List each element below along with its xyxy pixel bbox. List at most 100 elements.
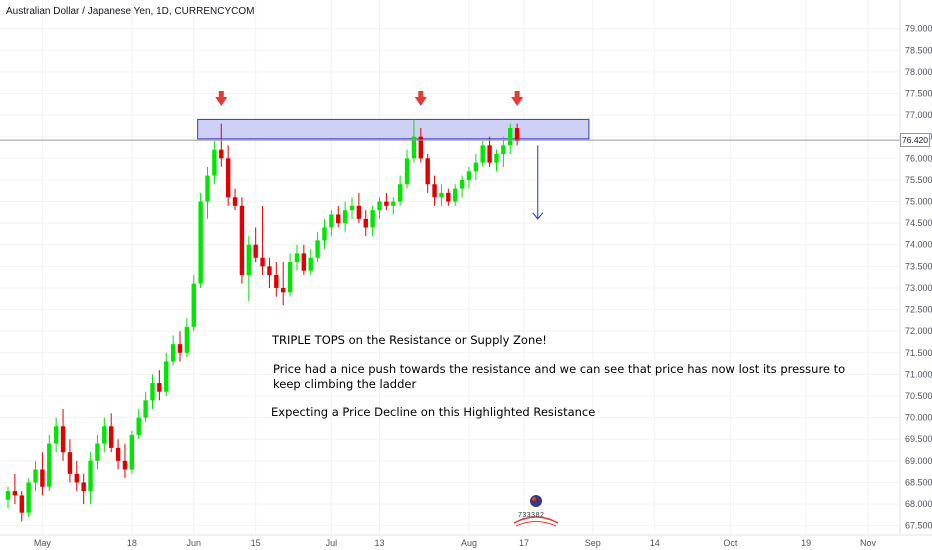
- candle-body: [40, 469, 45, 487]
- candle: [184, 318, 190, 358]
- candle-body: [239, 205, 245, 275]
- candle-body: [74, 473, 79, 483]
- candle: [425, 153, 430, 193]
- marker-head: [215, 97, 228, 106]
- time-tick-label: Jul: [326, 538, 338, 548]
- grid: [0, 0, 900, 535]
- candle-body: [115, 447, 121, 461]
- candle: [480, 141, 485, 167]
- price-tick-label: 68.500: [905, 477, 932, 487]
- candle-body: [184, 326, 190, 353]
- last-price-label: 76.420: [900, 133, 930, 148]
- price-tick-label: 71.000: [905, 369, 932, 379]
- price-tick-label: 72.500: [905, 305, 932, 315]
- candle: [115, 439, 121, 470]
- time-tick-label: 18: [127, 538, 137, 548]
- candle-body: [301, 253, 307, 271]
- candle: [363, 210, 368, 237]
- price-tick-label: 77.500: [905, 88, 932, 98]
- marker-head: [414, 97, 427, 106]
- price-axis[interactable]: 79.00078.50078.00077.50077.00076.50076.0…: [905, 24, 932, 531]
- candle-body: [308, 257, 313, 271]
- candle: [404, 149, 410, 189]
- candle: [47, 434, 52, 492]
- marker-shaft: [514, 91, 520, 97]
- candle-body: [246, 244, 251, 275]
- candle: [336, 205, 341, 228]
- candle-body: [418, 136, 423, 159]
- price-tick-label: 73.000: [905, 283, 932, 293]
- candle: [19, 491, 24, 522]
- candle-body: [453, 188, 458, 202]
- annotation-expectation: Expecting a Price Decline on this Highli…: [271, 405, 596, 419]
- candle-body: [336, 214, 341, 224]
- candle-body: [315, 240, 320, 258]
- candle: [473, 153, 479, 180]
- time-tick-label: 15: [251, 538, 261, 548]
- candle-body: [177, 344, 183, 353]
- candle-body: [122, 460, 128, 470]
- time-tick-label: 14: [650, 538, 660, 548]
- candle: [109, 413, 114, 453]
- projection-arrow[interactable]: [532, 145, 544, 220]
- candle: [129, 430, 135, 474]
- candle: [212, 141, 217, 185]
- candle-body: [150, 383, 155, 401]
- candle-body: [225, 158, 231, 198]
- time-axis[interactable]: May 18 Jun 15 Jul 13 Aug 17 Sep 14 Oct 19 Nov: [34, 538, 877, 548]
- price-tick-label: 79.000: [905, 24, 932, 34]
- candle: [487, 136, 492, 167]
- candle: [418, 128, 423, 163]
- candle: [384, 192, 389, 211]
- candle: [239, 197, 245, 284]
- candle: [95, 434, 100, 470]
- price-tick-label: 76.000: [905, 153, 932, 163]
- candle: [294, 244, 300, 271]
- candle: [246, 236, 251, 301]
- candle: [315, 231, 320, 263]
- price-tick-label: 73.500: [905, 261, 932, 271]
- candle-body: [205, 175, 210, 202]
- candle: [432, 175, 437, 206]
- price-tick-label: 77.000: [905, 110, 932, 120]
- candle-body: [349, 205, 355, 211]
- down-arrow-marker-icon: [511, 91, 524, 106]
- resistance-zone-rect[interactable]: [197, 118, 590, 140]
- candle-body: [329, 214, 334, 228]
- price-tick-label: 78.500: [905, 45, 932, 55]
- candle-body: [5, 491, 11, 500]
- candle: [219, 123, 224, 167]
- candle: [5, 486, 11, 509]
- candle: [26, 478, 31, 518]
- candle-body: [514, 128, 520, 142]
- candle-body: [19, 495, 24, 513]
- resistance-zone[interactable]: [197, 118, 590, 140]
- candle-body: [253, 244, 258, 258]
- author-logo-icon: [506, 493, 566, 534]
- price-tick-label: 71.500: [905, 348, 932, 358]
- candles: [5, 119, 520, 522]
- triple-top-markers: [215, 91, 524, 106]
- candle: [287, 253, 293, 297]
- candle: [81, 473, 86, 505]
- candle-body: [508, 128, 513, 146]
- candle: [33, 460, 38, 492]
- price-tick-label: 68.000: [905, 499, 932, 509]
- candle-body: [67, 452, 73, 474]
- marker-head: [511, 97, 524, 106]
- candle-body: [425, 158, 430, 185]
- candle-body: [81, 482, 86, 492]
- candle: [40, 452, 45, 496]
- candle: [322, 218, 327, 250]
- candle-body: [294, 253, 300, 263]
- candle: [391, 197, 396, 215]
- candle-body: [363, 218, 368, 228]
- price-tick-label: 74.000: [905, 240, 932, 250]
- author-logo-text: 733382: [518, 512, 545, 519]
- candle: [356, 192, 362, 224]
- candle: [191, 275, 196, 332]
- candle: [267, 257, 272, 288]
- candle-body: [384, 201, 389, 206]
- time-tick-label: 13: [375, 538, 385, 548]
